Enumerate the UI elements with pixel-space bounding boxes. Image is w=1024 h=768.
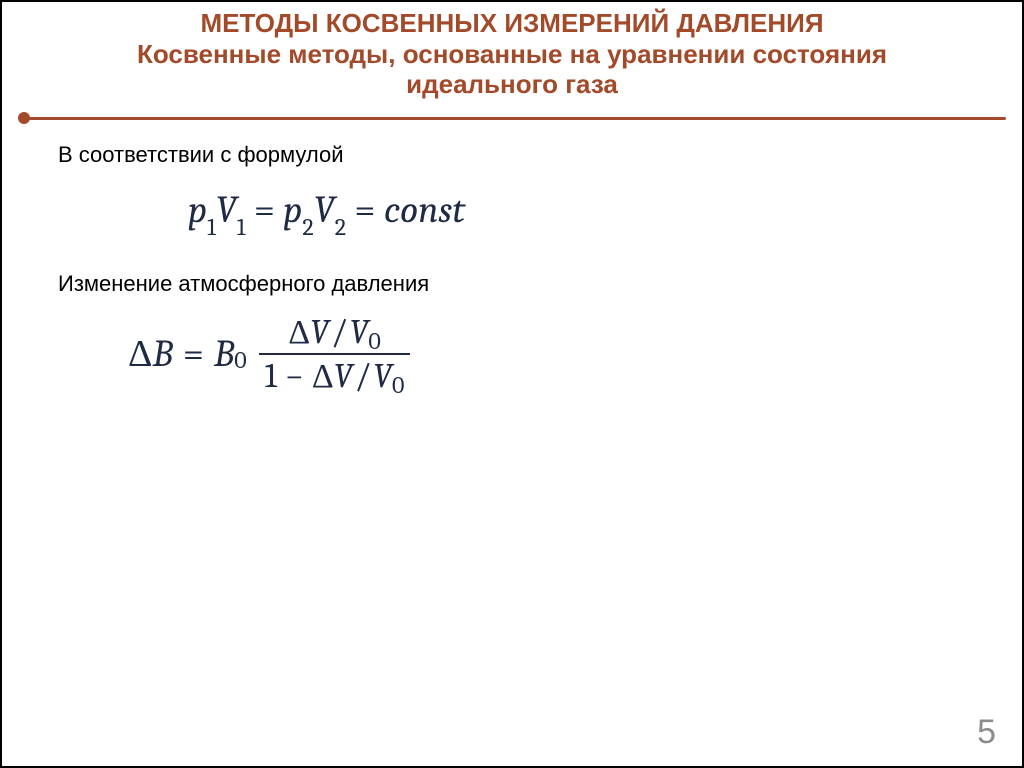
- eq2-denominator: 1−ΔV/V0: [259, 359, 411, 393]
- slide-title: МЕТОДЫ КОСВЕННЫХ ИЗМЕРЕНИЙ ДАВЛЕНИЯ Косв…: [2, 2, 1022, 100]
- eq2-num-V0-V: V: [350, 315, 369, 349]
- eq1-eq1: =: [246, 188, 284, 232]
- title-line-2: Косвенные методы, основанные на уравнени…: [2, 39, 1022, 70]
- eq2-num-slash: /: [329, 315, 350, 349]
- eq1-v1-v: V: [216, 188, 237, 232]
- eq2-den-minus: −: [277, 359, 312, 393]
- intro-text: В соответствии с формулой: [58, 142, 966, 168]
- eq2-B: B: [152, 332, 172, 376]
- title-line-1: МЕТОДЫ КОСВЕННЫХ ИЗМЕРЕНИЙ ДАВЛЕНИЯ: [2, 8, 1022, 39]
- mid-text: Изменение атмосферного давления: [58, 271, 966, 297]
- eq2-den-one: 1: [265, 359, 277, 393]
- eq2-den-V0-V: V: [373, 359, 392, 393]
- eq2-den-V0-0: 0: [392, 373, 404, 397]
- eq1-v2-v: V: [314, 188, 335, 232]
- eq1-eq2: =: [346, 188, 384, 232]
- equation-boyle: p1V1 = p2V2 = const: [188, 188, 966, 237]
- divider-line: [24, 117, 1006, 120]
- eq1-p2-p: p: [283, 188, 302, 232]
- eq1-v1-sub: 1: [237, 213, 246, 241]
- page-number: 5: [977, 713, 996, 752]
- eq2-num-V: V: [310, 315, 329, 349]
- eq1-p1-p: p: [188, 188, 207, 232]
- eq2-B0-0: 0: [234, 346, 246, 374]
- eq2-fraction: ΔV/V0 1−ΔV/V0: [259, 315, 411, 393]
- eq2-num-V0-0: 0: [368, 329, 380, 353]
- title-divider: [18, 112, 1006, 124]
- eq2-B0-B: B: [214, 332, 234, 376]
- eq1-p1-sub: 1: [207, 213, 216, 241]
- eq2-den-delta: Δ: [312, 359, 334, 393]
- slide-body: В соответствии с формулой p1V1 = p2V2 = …: [58, 142, 966, 393]
- eq2-delta: Δ: [128, 332, 152, 376]
- eq2-den-slash: /: [353, 359, 374, 393]
- equation-delta-b: ΔB = B0 ΔV/V0 1−ΔV/V0: [128, 315, 966, 393]
- eq2-num-delta: Δ: [288, 315, 310, 349]
- eq1-p2-sub: 2: [302, 213, 313, 241]
- eq2-numerator: ΔV/V0: [282, 315, 387, 349]
- eq2-equals: =: [173, 332, 214, 376]
- eq1-v2-sub: 2: [335, 213, 346, 241]
- eq2-fraction-bar: [259, 353, 411, 355]
- eq2-den-V: V: [334, 359, 353, 393]
- title-line-3: идеального газа: [2, 69, 1022, 100]
- eq1-const: const: [384, 188, 465, 232]
- eq2-lhs: ΔB = B0: [128, 332, 247, 376]
- divider-dot-icon: [18, 112, 30, 124]
- slide: МЕТОДЫ КОСВЕННЫХ ИЗМЕРЕНИЙ ДАВЛЕНИЯ Косв…: [0, 0, 1024, 768]
